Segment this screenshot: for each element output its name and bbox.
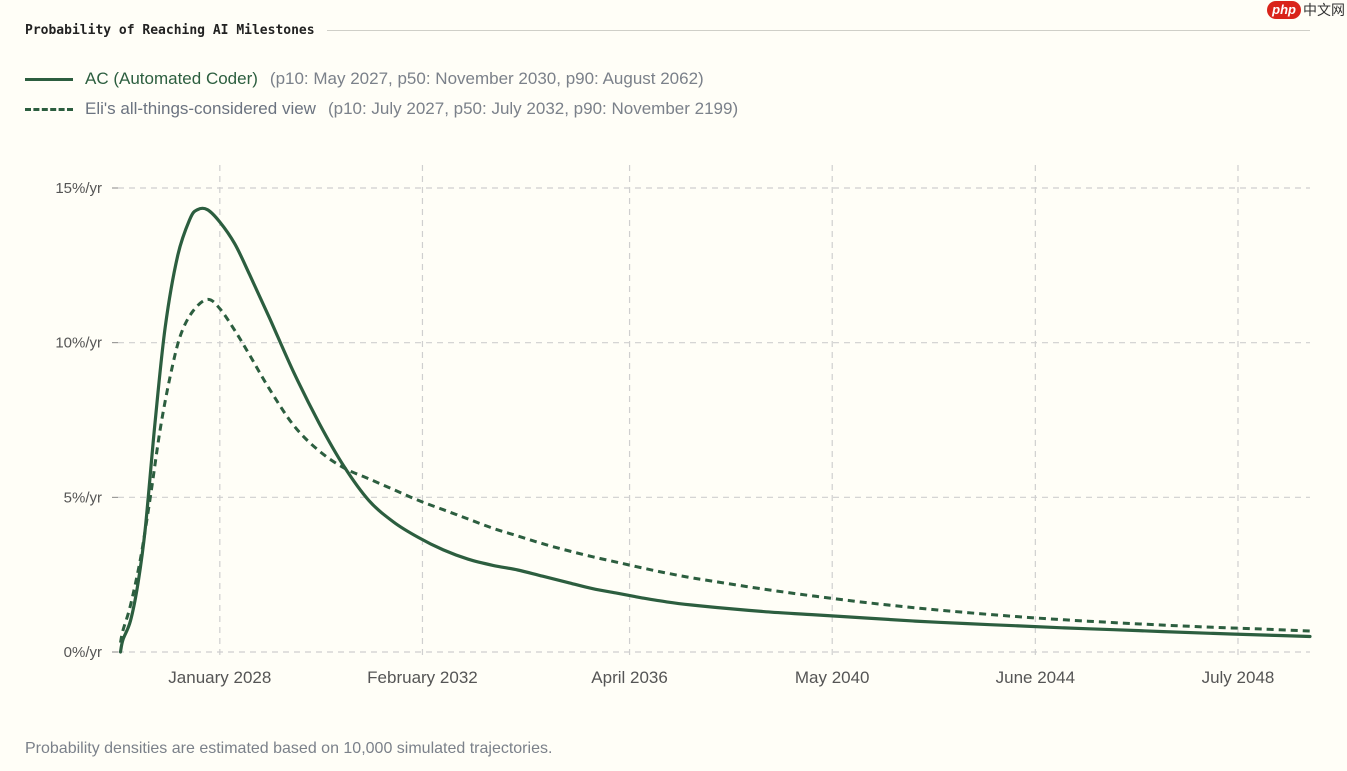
watermark-badge: php [1267, 1, 1301, 19]
y-tick-label: 15%/yr [55, 180, 102, 197]
footnote: Probability densities are estimated base… [25, 740, 553, 757]
watermark: php 中文网 [1267, 0, 1345, 20]
legend-detail: (p10: July 2027, p50: July 2032, p90: No… [327, 99, 739, 118]
legend-detail: (p10: May 2027, p50: November 2030, p90:… [269, 69, 704, 88]
x-tick-label: January 2028 [168, 668, 271, 687]
chart-title: Probability of Reaching AI Milestones [25, 22, 315, 38]
solid-line-swatch-icon [25, 77, 73, 81]
x-tick-label: February 2032 [367, 668, 478, 687]
x-tick-label: May 2040 [795, 668, 870, 687]
series-line-automated-coder [118, 206, 1312, 654]
y-tick-label: 5%/yr [64, 489, 102, 506]
legend-label: Eli's all-things-considered view [85, 99, 316, 118]
title-divider [326, 29, 1310, 31]
y-tick-label: 10%/yr [55, 335, 102, 352]
legend-item-eli[interactable]: Eli's all-things-considered view (p10: J… [25, 94, 738, 124]
watermark-text: 中文网 [1303, 2, 1345, 18]
y-tick-label: 0%/yr [64, 644, 102, 661]
x-tick-label: April 2036 [591, 668, 668, 687]
legend-item-ac[interactable]: AC (Automated Coder) (p10: May 2027, p50… [25, 64, 738, 94]
x-tick-label: June 2044 [996, 668, 1075, 687]
chart-header: Probability of Reaching AI Milestones [25, 20, 1310, 40]
legend: AC (Automated Coder) (p10: May 2027, p50… [25, 64, 738, 124]
series-line-eli-view [119, 297, 1311, 643]
x-tick-label: July 2048 [1202, 668, 1275, 687]
legend-label: AC (Automated Coder) [85, 69, 258, 88]
dashed-line-swatch-icon [25, 107, 73, 111]
